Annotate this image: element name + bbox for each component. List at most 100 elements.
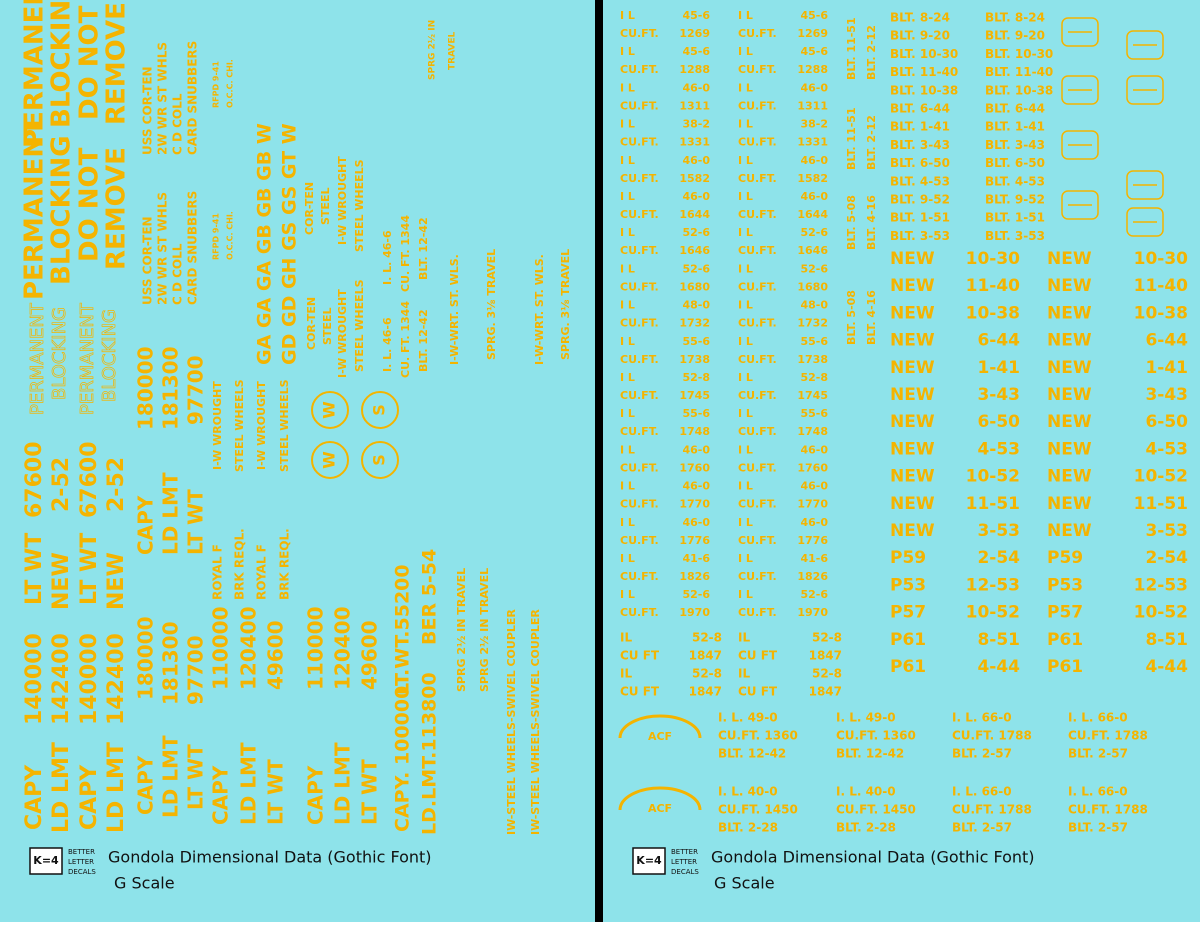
decal-text: BLT. 4-53 [890, 174, 950, 188]
decal-text: RFPD 9-41 [212, 213, 221, 260]
decal-text: LT.WT.55200 [392, 564, 414, 695]
decal-text: 1331 [679, 136, 710, 149]
decal-text: USS COR-TEN [141, 66, 155, 155]
decal-text: CU.FT. [738, 136, 777, 149]
decal-text: O.C.C. CHI. [226, 211, 235, 260]
decal-text: PERMANENT [20, 118, 50, 300]
decal-text: CU FT [738, 649, 778, 663]
decal-text: BLT. 2-12 [865, 115, 878, 170]
acf-logo-text: ACF [648, 802, 672, 815]
decal-text: NEW [104, 552, 129, 610]
decal-text: I L [620, 9, 635, 22]
decal-text: 12-53 [1134, 575, 1188, 595]
decal-text: SPRG 2½ IN TRAVEL [478, 568, 491, 692]
decal-text: BLT. 2-28 [718, 821, 778, 835]
decal-text: NEW [1047, 467, 1092, 487]
brand-text: DECALS [671, 868, 699, 876]
decal-text: 52-8 [812, 667, 842, 681]
decal-text: NEW [1047, 439, 1092, 459]
decal-text: LT WT [358, 759, 382, 825]
decal-text: CAPY [304, 765, 328, 825]
decal-text: 52-8 [692, 667, 722, 681]
decal-text: 55-6 [800, 407, 828, 420]
decal-text: CU FT [738, 685, 778, 699]
decal-text: I-W WROUGHT [336, 156, 349, 245]
decal-text: 45-6 [800, 9, 828, 22]
decal-text: I L [738, 45, 753, 58]
decal-text: P61 [890, 657, 926, 677]
decal-text: 46-0 [682, 443, 710, 456]
decal-text: BLT. 3-53 [985, 229, 1045, 243]
decal-text: I. L. 49-0 [836, 711, 896, 725]
decal-text: 10-30 [1134, 249, 1189, 269]
decal-text: BLT. 12-42 [417, 309, 430, 372]
decal-text: P59 [890, 548, 926, 568]
decal-text: 48-0 [682, 299, 710, 312]
decal-text: BLT. 2-57 [1068, 747, 1128, 761]
decal-text: 180000 [134, 617, 158, 701]
decal-text: NEW [1047, 521, 1092, 541]
decal-text: P61 [1047, 657, 1083, 677]
decal-text: 142400 [49, 633, 74, 725]
decal-text: CU.FT. [620, 280, 659, 293]
decal-text: CU.FT. 1450 [836, 803, 916, 817]
decal-text: BRK REQL. [278, 528, 292, 600]
decal-text: 3-53 [977, 521, 1020, 541]
decal-text: I L [738, 516, 753, 529]
decal-text: I L [738, 588, 753, 601]
decal-text: 2-52 [104, 457, 129, 512]
decal-text: 1826 [679, 570, 710, 583]
decal-text: 11-40 [1134, 276, 1189, 296]
decal-text: 110000 [209, 607, 233, 691]
decal-text: IW-STEEL WHEELS-SWIVEL COUPLER [505, 609, 518, 835]
decal-text: I. L. 66-0 [1068, 711, 1128, 725]
decal-text: I L [620, 588, 635, 601]
decal-text: CU.FT. [738, 389, 777, 402]
decal-text: 1760 [797, 461, 828, 474]
decal-text: LT WT [77, 533, 102, 605]
decal-text: I. L. 46-6 [381, 317, 394, 372]
decal-text: CU FT [620, 685, 660, 699]
decal-text: 46-0 [682, 154, 710, 167]
decal-text: CU.FT. [620, 63, 659, 76]
decal-text: 1847 [809, 685, 842, 699]
decal-text: 46-0 [800, 190, 828, 203]
decal-text: 1646 [797, 244, 828, 257]
decal-text: CU.FT. 1788 [952, 803, 1032, 817]
decal-text: NEW [890, 521, 935, 541]
decal-text: BLT. 2-57 [952, 747, 1012, 761]
decal-text: CU.FT. [620, 534, 659, 547]
acf-logo [1126, 75, 1164, 105]
decal-text: 4-44 [977, 657, 1020, 677]
decal-text: BLT. 2-12 [865, 25, 878, 80]
decal-text: 1680 [679, 280, 710, 293]
decal-text: I L [620, 480, 635, 493]
decal-text: I L [620, 190, 635, 203]
decal-text: CU.FT. [738, 425, 777, 438]
decal-text: LT WT [184, 744, 208, 810]
decal-text: 3-43 [1145, 385, 1188, 405]
decal-text: 120400 [331, 607, 355, 691]
k4-logo-box [632, 847, 666, 875]
decal-text: I. L. 66-0 [952, 711, 1012, 725]
decal-text: IL [620, 631, 632, 645]
decal-text: CU.FT. [620, 606, 659, 619]
decal-text: CU.FT. [620, 389, 659, 402]
decal-text: I L [738, 371, 753, 384]
decal-text: 1680 [797, 280, 828, 293]
decal-text: 2-54 [977, 548, 1020, 568]
decal-text: BLOCKING [47, 135, 77, 285]
decal-text: CU.FT. 1788 [952, 729, 1032, 743]
decal-text: NEW [1047, 412, 1092, 432]
decal-text: 45-6 [800, 45, 828, 58]
decal-text: BLT. 8-24 [890, 11, 950, 25]
decal-text: 49600 [358, 620, 382, 690]
decal-text: 46-0 [800, 154, 828, 167]
decal-text: RFPD 9-41 [212, 61, 221, 108]
decal-text: NEW [1047, 331, 1092, 351]
decal-text: CU.FT. [620, 27, 659, 40]
decal-text: I L [738, 9, 753, 22]
decal-text: SPRG. 3⅛ TRAVEL [485, 249, 498, 360]
decal-text: 181300 [159, 622, 183, 706]
